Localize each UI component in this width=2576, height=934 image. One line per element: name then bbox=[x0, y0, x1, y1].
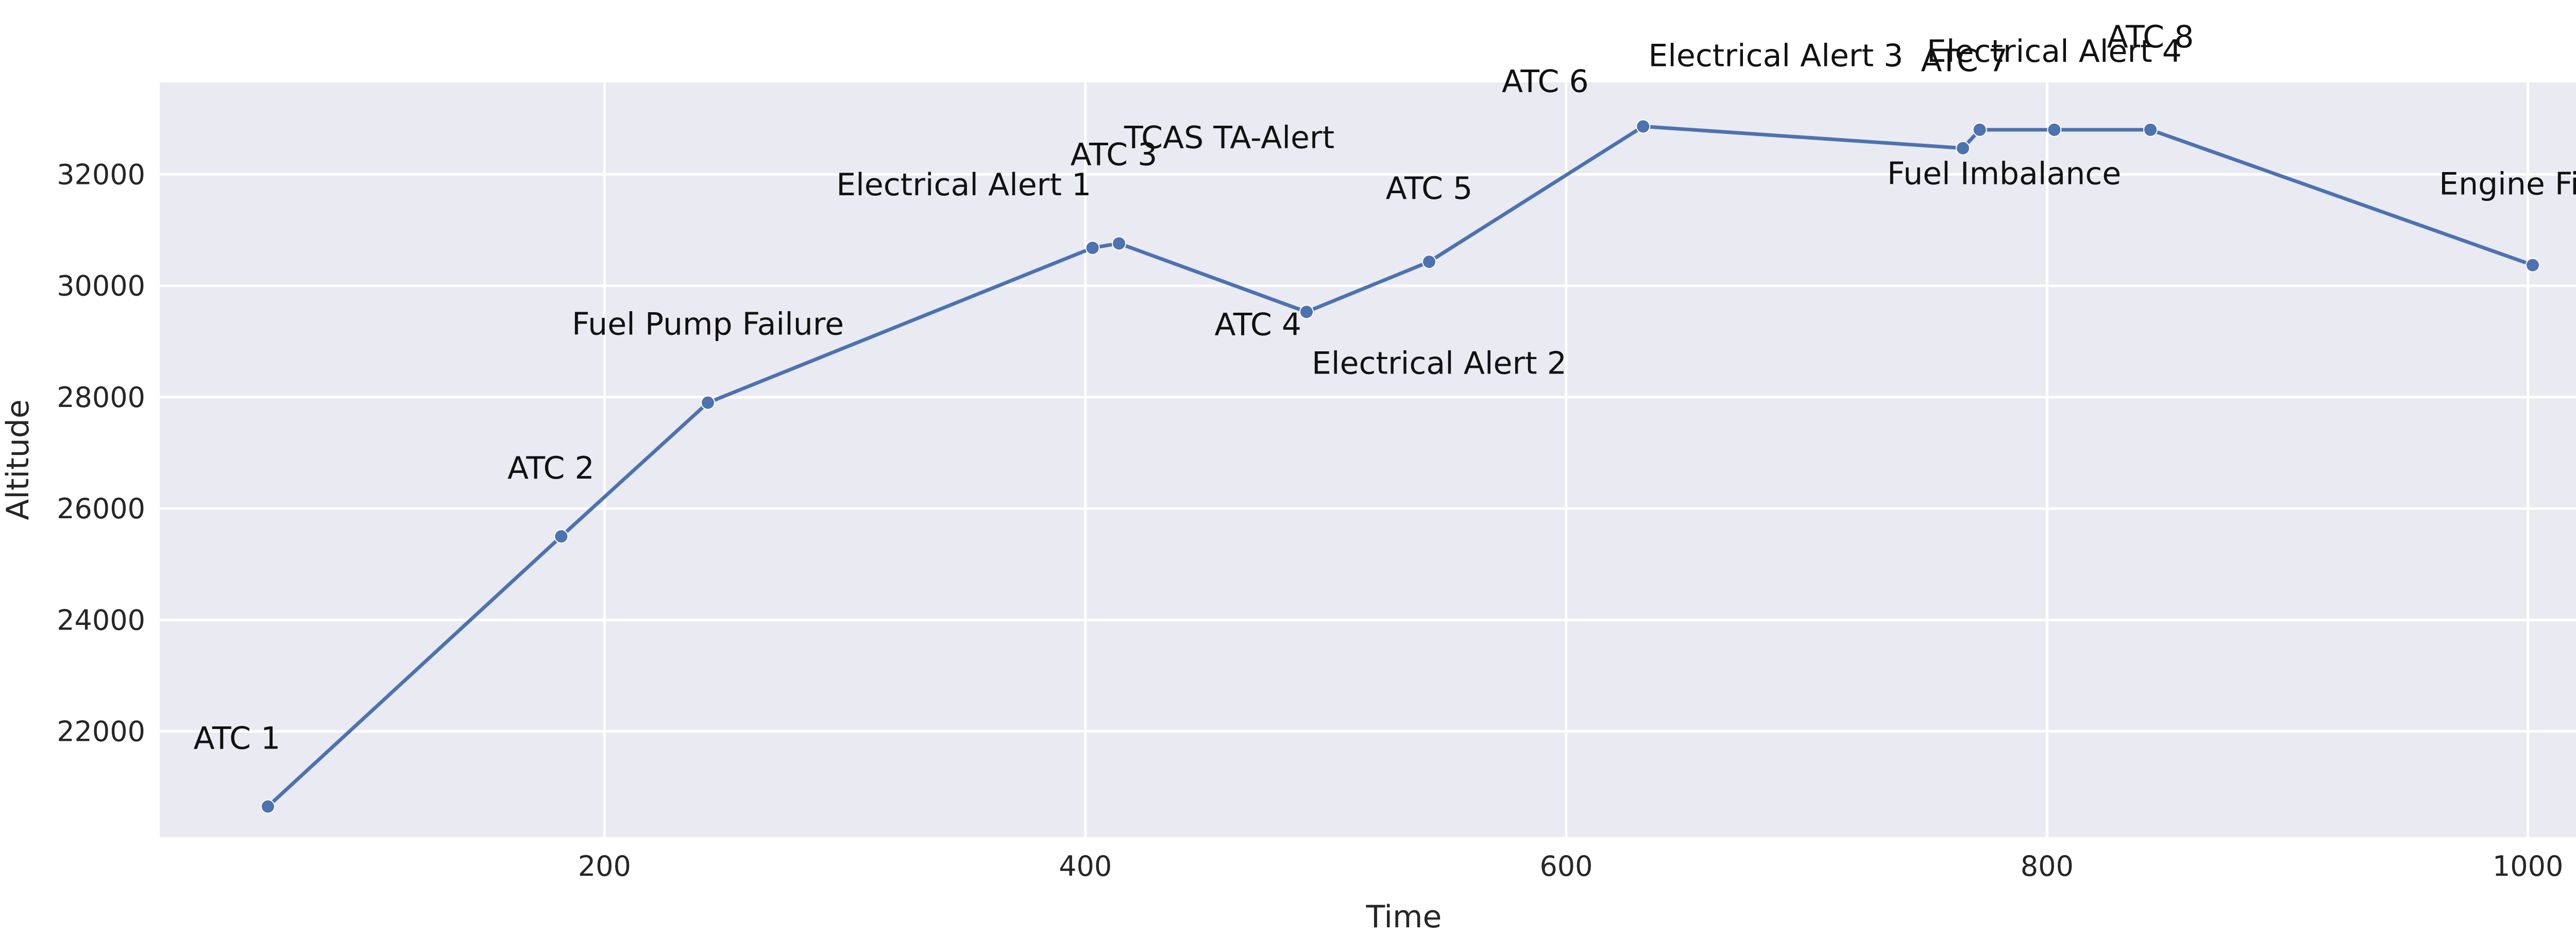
data-point-11 bbox=[2047, 122, 2062, 137]
data-point-13 bbox=[2526, 258, 2540, 273]
x-tick-label-200: 200 bbox=[578, 850, 631, 882]
data-point-2 bbox=[554, 529, 569, 544]
annotation-7: ATC 4 bbox=[1214, 307, 1301, 343]
data-point-3 bbox=[701, 395, 715, 410]
axis-ticks: 200 400 600 800 1000 22000 24000 26000 28000 3000… bbox=[57, 158, 2563, 882]
annotation-12: Fuel Imbalance bbox=[1887, 156, 2121, 192]
y-tick-label-24000: 24000 bbox=[57, 604, 145, 636]
data-point-6 bbox=[1299, 304, 1314, 319]
annotation-13: ATC 7 bbox=[1921, 43, 2008, 79]
y-tick-label-28000: 28000 bbox=[57, 381, 145, 414]
y-tick-label-32000: 32000 bbox=[57, 158, 145, 191]
annotation-3: Fuel Pump Failure bbox=[572, 307, 844, 343]
x-tick-label-400: 400 bbox=[1059, 850, 1112, 882]
plot-background bbox=[160, 82, 2576, 837]
data-point-7 bbox=[1422, 254, 1436, 269]
annotation-16: Engine Fire Alert bbox=[2439, 166, 2576, 202]
y-tick-label-22000: 22000 bbox=[57, 716, 145, 748]
annotation-15: ATC 8 bbox=[2107, 19, 2194, 55]
y-tick-label-26000: 26000 bbox=[57, 493, 145, 525]
annotation-10: ATC 6 bbox=[1502, 63, 1589, 99]
annotation-4: Electrical Alert 1 bbox=[836, 167, 1091, 203]
data-point-10 bbox=[1972, 122, 1987, 137]
annotation-1: ATC 1 bbox=[194, 721, 281, 757]
x-tick-label-600: 600 bbox=[1539, 850, 1592, 882]
data-point-1 bbox=[261, 799, 275, 814]
annotation-6: TCAS TA-Alert bbox=[1124, 120, 1334, 156]
annotations: ATC 1 ATC 2 Fuel Pump Failure Electrical Al… bbox=[194, 19, 2576, 757]
annotation-2: ATC 2 bbox=[507, 450, 595, 486]
data-point-9 bbox=[1956, 141, 1970, 156]
y-axis-label: Altitude bbox=[0, 399, 36, 520]
annotation-5: ATC 3 bbox=[1071, 137, 1158, 173]
data-point-12 bbox=[2143, 122, 2158, 137]
data-point-4 bbox=[1085, 241, 1100, 256]
annotation-14: Electrical Alert 4 bbox=[1927, 33, 2182, 70]
series-markers bbox=[261, 119, 2540, 814]
annotation-8: Electrical Alert 2 bbox=[1312, 345, 1567, 381]
x-axis-label: Time bbox=[1366, 899, 1442, 934]
annotation-11: Electrical Alert 3 bbox=[1648, 38, 1903, 74]
grid-lines bbox=[160, 82, 2576, 837]
data-point-8 bbox=[1636, 119, 1651, 134]
annotation-9: ATC 5 bbox=[1386, 171, 1473, 207]
x-tick-label-1000: 1000 bbox=[2493, 850, 2563, 882]
data-point-5 bbox=[1112, 236, 1126, 251]
y-tick-label-30000: 30000 bbox=[57, 270, 145, 302]
x-tick-label-800: 800 bbox=[2021, 850, 2074, 882]
